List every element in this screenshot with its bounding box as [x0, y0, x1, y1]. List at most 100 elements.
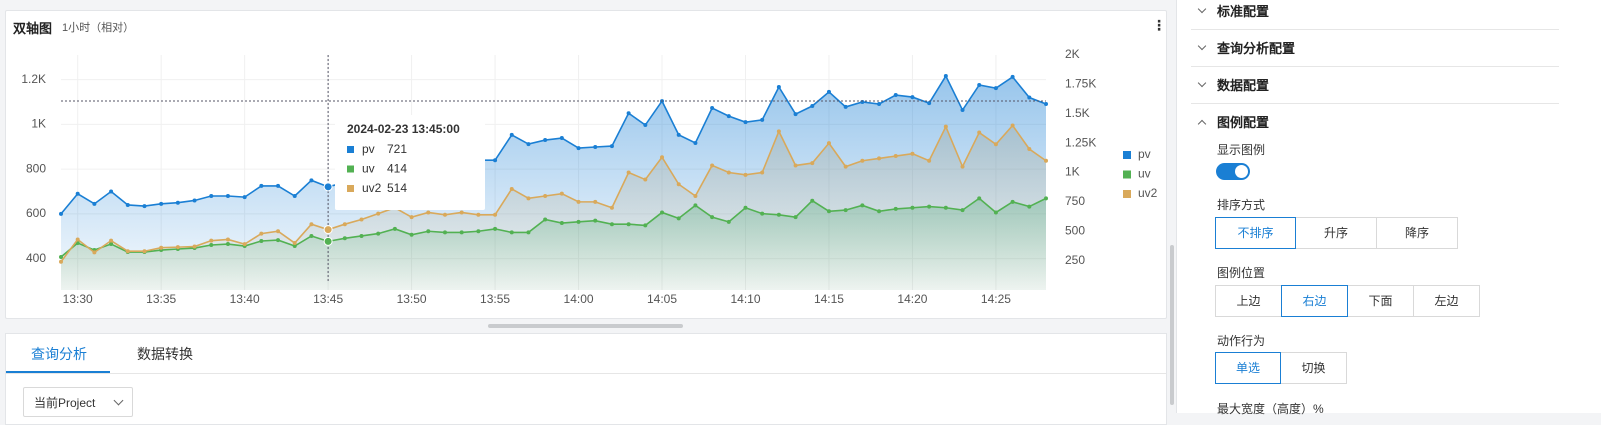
page: {"header":{"title":"双轴图","subtitle":"1小时…: [0, 0, 1601, 413]
x-tick-label: 13:50: [397, 292, 427, 306]
point: [75, 237, 80, 242]
line: [60, 74, 1047, 215]
field-label: 最大宽度（高度）%: [1217, 402, 1324, 416]
x-tick-label: 13:40: [230, 292, 260, 306]
legend-swatch: [1123, 151, 1131, 159]
point: [810, 198, 815, 203]
point: [943, 205, 948, 210]
point: [643, 123, 648, 128]
point: [776, 129, 781, 134]
scrollbar[interactable]: [1170, 245, 1174, 405]
point: [242, 242, 247, 247]
point: [1027, 95, 1032, 100]
point: [843, 164, 848, 169]
option[interactable]: 不排序: [1215, 217, 1296, 249]
point: [710, 106, 715, 111]
y2-tick-label: 500: [1065, 223, 1085, 237]
divider: [6, 373, 1166, 374]
y-tick-label: 800: [26, 161, 46, 175]
point: [209, 194, 214, 198]
tab[interactable]: 数据转换: [137, 346, 193, 362]
more-menu[interactable]: ⋮: [1152, 17, 1166, 33]
chart: 400 600 800 1K 1.2K 250 500 750 1K 1.25K 1.5K 1.75K…: [21, 47, 1157, 306]
point: [1010, 199, 1015, 204]
resize-handle[interactable]: [488, 324, 683, 328]
option[interactable]: 升序: [1295, 217, 1377, 249]
point: [409, 232, 414, 237]
point: [977, 196, 982, 201]
select-text: 当前Project: [34, 396, 96, 410]
settings-panel: 标准配置 查询分析配置 数据配置 图例配置 显示图例 排序方式 不排序 升序 降…: [1176, 0, 1601, 416]
point: [877, 209, 882, 214]
tooltip-swatch: [347, 185, 354, 192]
point: [860, 158, 865, 163]
point: [559, 221, 564, 226]
point: [776, 212, 781, 217]
point: [726, 170, 731, 175]
field-label: 动作行为: [1217, 334, 1266, 348]
point: [259, 183, 264, 188]
point: [526, 142, 531, 147]
point: [960, 108, 965, 113]
point: [626, 170, 631, 175]
section[interactable]: 查询分析配置: [1191, 30, 1559, 67]
y-tick-label: 1.2K: [21, 72, 46, 86]
point: [409, 215, 414, 220]
point: [493, 212, 498, 217]
x-tick-label: 14:00: [564, 292, 594, 306]
point: [509, 230, 514, 235]
option[interactable]: 降序: [1376, 217, 1458, 249]
option[interactable]: 切换: [1280, 352, 1347, 384]
point: [309, 233, 314, 238]
option[interactable]: 单选: [1215, 352, 1281, 384]
point: [893, 154, 898, 159]
point: [910, 95, 915, 100]
point: [743, 120, 748, 125]
point: [92, 201, 97, 206]
toggle[interactable]: [1216, 163, 1250, 180]
y2-tick-label: 2K: [1065, 47, 1080, 61]
point: [442, 212, 447, 217]
point: [209, 242, 214, 247]
point: [1044, 196, 1048, 201]
point: [693, 203, 698, 208]
point: [276, 238, 281, 243]
hover-point: [323, 182, 333, 192]
point: [676, 182, 681, 187]
tooltip-title: 2024-02-23 13:45:00: [347, 122, 460, 136]
y2-tick-label: 1.25K: [1065, 135, 1096, 149]
tooltip-name: uv2: [362, 181, 382, 195]
point: [309, 222, 314, 227]
point: [877, 102, 882, 107]
point: [676, 132, 681, 137]
section[interactable]: 数据配置: [1191, 67, 1559, 104]
point: [342, 236, 347, 241]
point: [109, 238, 114, 243]
point: [826, 209, 831, 214]
point: [175, 245, 180, 250]
point: [109, 242, 114, 247]
x-tick-label: 14:05: [647, 292, 677, 306]
section[interactable]: 标准配置: [1191, 0, 1559, 30]
field-label: 排序方式: [1217, 198, 1266, 212]
section[interactable]: 图例配置: [1191, 104, 1559, 141]
legend-swatch: [1123, 190, 1131, 198]
point: [576, 146, 581, 151]
point: [493, 158, 498, 163]
option[interactable]: 下面: [1347, 285, 1414, 317]
point: [59, 259, 63, 264]
time-range: 1小时（相对）: [62, 22, 135, 34]
option[interactable]: 右边: [1281, 285, 1348, 317]
point: [125, 202, 130, 207]
option[interactable]: 上边: [1215, 285, 1282, 317]
point: [543, 217, 548, 222]
tab-underline: [6, 371, 110, 373]
point: [543, 138, 548, 143]
tab-active[interactable]: 查询分析: [31, 346, 87, 362]
point: [760, 170, 765, 175]
point: [225, 237, 230, 242]
point: [793, 163, 798, 168]
option[interactable]: 左边: [1413, 285, 1480, 317]
y-tick-label: 1K: [31, 117, 46, 131]
point: [977, 130, 982, 135]
